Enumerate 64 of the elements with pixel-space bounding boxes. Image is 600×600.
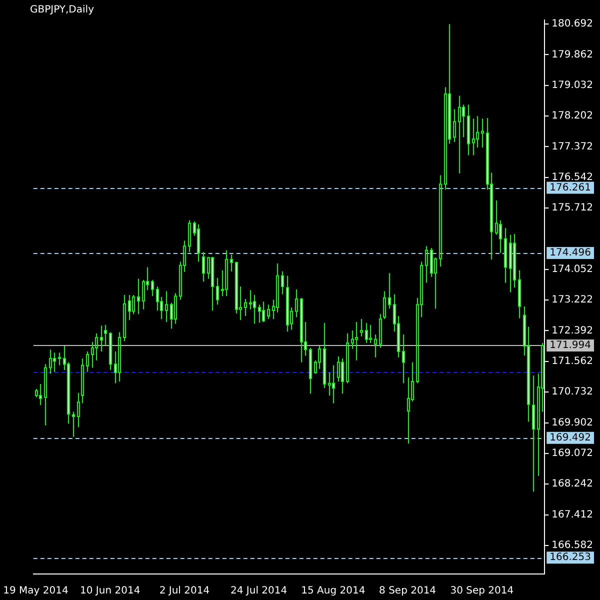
x-tick-label: 19 May 2014 bbox=[3, 586, 68, 597]
candlestick bbox=[458, 95, 461, 174]
candlestick bbox=[481, 118, 484, 148]
candlestick bbox=[100, 325, 103, 352]
candlestick bbox=[137, 278, 140, 315]
y-tick-label: 167.412 bbox=[552, 509, 594, 520]
candlestick bbox=[439, 174, 442, 268]
candlestick bbox=[104, 324, 107, 346]
y-tick-label: 180.692 bbox=[552, 18, 594, 30]
ref-line-label: 174.496 bbox=[550, 248, 592, 259]
candlestick bbox=[374, 334, 377, 358]
y-tick-label: 169.902 bbox=[552, 417, 594, 428]
candlestick bbox=[295, 288, 298, 318]
candlestick bbox=[518, 270, 521, 319]
candlestick bbox=[91, 341, 94, 368]
ref-line-label: 176.261 bbox=[550, 182, 592, 194]
y-tick-label: 172.392 bbox=[552, 325, 594, 336]
candlestick bbox=[351, 330, 354, 350]
x-tick-label: 10 Jun 2014 bbox=[80, 586, 140, 597]
candlestick bbox=[276, 263, 279, 313]
y-tick-label: 171.562 bbox=[552, 356, 594, 368]
candlestick bbox=[504, 228, 507, 284]
y-tick-label: 178.202 bbox=[552, 110, 594, 122]
candlestick bbox=[332, 364, 335, 404]
candlestick bbox=[53, 352, 56, 372]
candlestick bbox=[532, 375, 535, 492]
chart-title: GBPJPY,Daily bbox=[30, 4, 94, 16]
x-tick-label: 30 Sep 2014 bbox=[450, 586, 514, 597]
y-tick-label: 169.072 bbox=[552, 448, 594, 460]
candlestick bbox=[355, 321, 358, 361]
candlestick bbox=[202, 252, 205, 282]
candlestick bbox=[402, 334, 405, 384]
x-tick-label: 2 Jul 2014 bbox=[159, 586, 210, 597]
candlestick bbox=[467, 104, 470, 156]
candlestick bbox=[44, 364, 47, 426]
ref-line-label: 171.994 bbox=[550, 340, 592, 352]
x-tick-label: 24 Jul 2014 bbox=[230, 586, 288, 597]
x-tick-label: 15 Aug 2014 bbox=[301, 586, 366, 597]
candlestick bbox=[509, 234, 512, 293]
candlestick bbox=[476, 116, 479, 148]
y-tick-label: 166.582 bbox=[552, 540, 594, 552]
candlestick bbox=[407, 376, 410, 444]
y-tick-label: 177.372 bbox=[552, 141, 594, 152]
y-tick-label: 179.032 bbox=[552, 80, 594, 91]
y-tick-label: 175.712 bbox=[552, 202, 594, 214]
candlestick bbox=[165, 290, 168, 322]
ref-line-label: 166.253 bbox=[550, 552, 592, 564]
candlestick bbox=[249, 290, 252, 310]
y-tick-label: 179.862 bbox=[552, 49, 594, 60]
ref-line-label: 169.492 bbox=[550, 432, 592, 444]
candlestick bbox=[328, 372, 331, 396]
candlestick bbox=[230, 254, 233, 272]
y-tick-label: 168.242 bbox=[552, 478, 594, 490]
y-tick-label: 173.222 bbox=[552, 294, 594, 306]
y-tick-label: 176.542 bbox=[552, 172, 594, 183]
candlestick bbox=[128, 294, 131, 321]
x-tick-label: 8 Sep 2014 bbox=[379, 586, 436, 597]
candlestick bbox=[379, 314, 382, 348]
candlestick bbox=[453, 108, 456, 142]
candlestick bbox=[513, 233, 516, 288]
candlestick bbox=[77, 392, 80, 428]
candlestick bbox=[472, 118, 475, 156]
y-tick-label: 174.052 bbox=[552, 264, 594, 275]
y-tick-label: 170.732 bbox=[552, 386, 594, 398]
